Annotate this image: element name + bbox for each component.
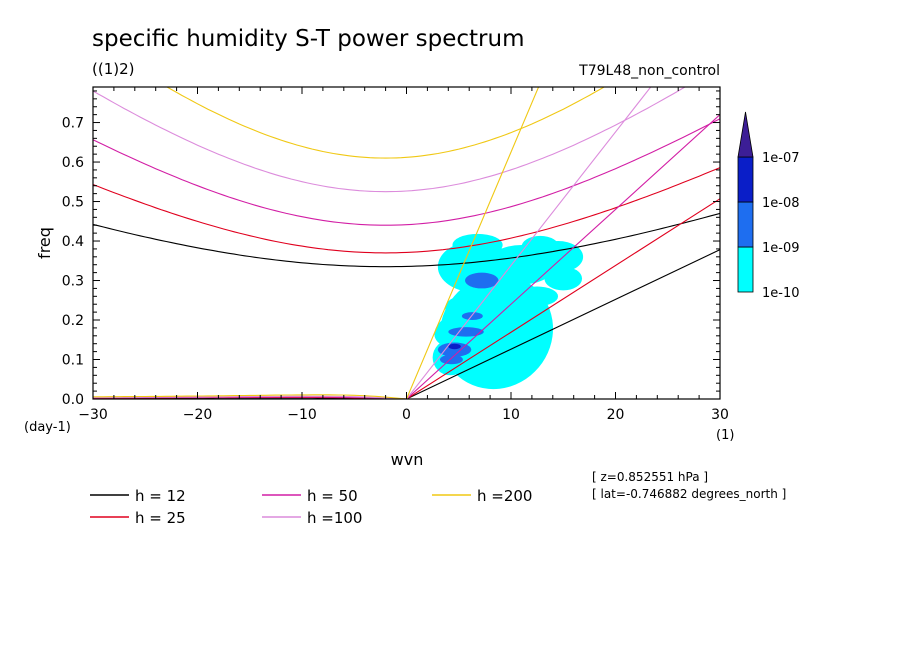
colorbar-label: 1e-08 xyxy=(762,196,800,211)
contour-blob xyxy=(516,286,559,307)
colorbar-top-triangle xyxy=(737,111,754,158)
y-tick-label: 0.2 xyxy=(62,313,84,329)
y-tick-label: 0.3 xyxy=(62,274,84,290)
legend-label: h = 25 xyxy=(135,509,186,527)
curve-12-kelvin xyxy=(406,249,720,399)
level-annotation: [ z=0.852551 hPa ] xyxy=(592,470,708,484)
curve-200-upper xyxy=(165,87,606,159)
x-tick-label: 30 xyxy=(711,407,729,423)
units-label: ((1)2) xyxy=(92,60,135,78)
curve-100-lower xyxy=(93,395,407,399)
curve-50-upper xyxy=(93,118,720,226)
legend: h = 12 h = 25 h = 50 h =100 h =200 xyxy=(90,487,532,527)
y-tick-label: 0.4 xyxy=(62,234,84,250)
y-tick-label: 0.7 xyxy=(62,116,84,132)
curve-200-lower xyxy=(93,394,407,399)
curve-100-kelvin xyxy=(406,87,652,399)
curve-12-upper xyxy=(93,212,720,268)
x-tick-label: 10 xyxy=(502,407,520,423)
y-tick-label: 0.6 xyxy=(62,155,84,171)
legend-label: h = 50 xyxy=(307,487,358,505)
curve-25-kelvin xyxy=(406,198,720,399)
colorbar-segment xyxy=(737,201,754,248)
x-tick-label: −30 xyxy=(78,407,108,423)
curve-100-upper xyxy=(93,87,687,193)
contour-blob xyxy=(521,235,560,259)
curve-50-kelvin xyxy=(406,113,720,399)
y-tick-label: 0.1 xyxy=(62,353,84,369)
curve-200-kelvin xyxy=(405,87,540,399)
contour-fills xyxy=(432,233,584,390)
colorbar-label: 1e-09 xyxy=(762,241,800,256)
contour-blob xyxy=(461,312,483,321)
x-unit-label: (1) xyxy=(716,428,734,443)
axis-ticks: −30 −20 −10 0 10 20 30 0.0 0.1 0.2 0.3 0.4 0.5 0.6 0.7 xyxy=(62,87,729,423)
chart-title: specific humidity S-T power spectrum xyxy=(92,26,524,52)
colorbar-label: 1e-07 xyxy=(762,151,800,166)
dispersion-curves xyxy=(93,87,720,399)
x-tick-label: −10 xyxy=(287,407,317,423)
contour-blob xyxy=(439,354,463,365)
y-tick-label: 0.5 xyxy=(62,195,84,211)
x-tick-label: 20 xyxy=(607,407,625,423)
legend-label: h =200 xyxy=(477,487,532,505)
colorbar-segment xyxy=(737,246,754,293)
colorbar: 1e-10 1e-09 1e-08 1e-07 xyxy=(737,111,800,301)
x-axis-label: wvn xyxy=(391,450,424,469)
contour-blob xyxy=(448,343,461,350)
y-unit-label: (day-1) xyxy=(24,420,71,435)
x-tick-label: 0 xyxy=(402,407,411,423)
colorbar-label: 1e-10 xyxy=(762,286,800,301)
y-tick-label: 0.0 xyxy=(62,392,84,408)
contour-blob xyxy=(448,327,484,337)
legend-label: h = 12 xyxy=(135,487,186,505)
plot-frame xyxy=(92,86,721,400)
lat-annotation: [ lat=-0.746882 degrees_north ] xyxy=(592,487,786,501)
contour-blob xyxy=(544,266,583,291)
y-axis-label: freq xyxy=(35,227,54,259)
contour-blob xyxy=(465,272,499,289)
legend-label: h =100 xyxy=(307,509,362,527)
x-tick-label: −20 xyxy=(183,407,213,423)
curve-25-upper xyxy=(93,167,720,254)
colorbar-segment xyxy=(737,156,754,203)
contour-blob xyxy=(437,342,472,357)
experiment-label: T79L48_non_control xyxy=(578,63,720,79)
